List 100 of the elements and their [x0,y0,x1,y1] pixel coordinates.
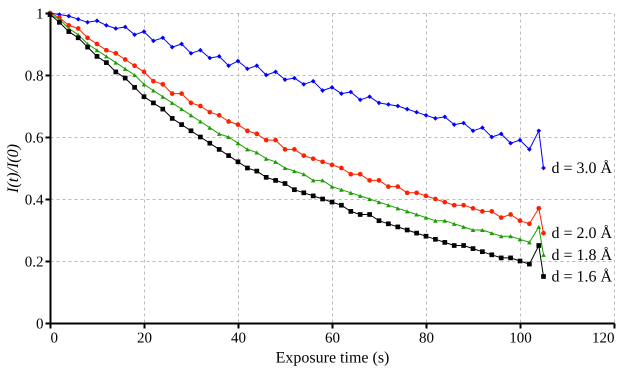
point [113,50,118,56]
point [151,88,156,93]
point [142,82,146,86]
point [527,240,532,244]
series-label: d = 3.0 Å [552,159,613,177]
point [236,159,240,164]
point [226,153,231,158]
point [198,48,203,53]
point [414,190,419,196]
point [273,138,278,142]
point [498,215,504,220]
point [170,116,175,121]
point [94,42,100,46]
y-tick-label: 0.4 [24,192,44,208]
point [301,82,306,87]
point [330,200,334,204]
point [480,209,485,214]
point [424,112,428,118]
point [264,174,269,180]
point [404,190,410,196]
point [142,70,146,74]
point [188,113,194,118]
point [424,234,428,239]
point [179,122,184,127]
point [245,147,250,152]
point [254,150,260,155]
point [207,126,212,130]
point [470,128,476,134]
point [367,94,372,100]
point [160,106,166,112]
series-label: d = 2.0 Å [552,224,613,242]
point [358,97,363,102]
point [216,132,222,136]
point [66,14,72,18]
point [376,100,382,106]
point [310,178,316,182]
point [541,230,546,236]
point [85,44,90,50]
point [76,35,81,40]
y-tick-label: 0 [36,316,44,332]
point [541,166,546,170]
point [508,256,513,260]
point [207,110,212,115]
point [216,54,222,59]
point [358,194,363,198]
point [282,77,288,82]
y-axis-title: I(t)/I(0) [4,144,22,194]
point [301,190,306,196]
point [94,54,100,59]
point [122,66,128,71]
x-tick-label: 0 [50,330,58,346]
point [498,256,504,260]
point [395,104,400,108]
point [339,91,344,96]
point [442,218,448,223]
point [104,60,109,65]
point [518,218,522,224]
point [216,147,222,152]
point [226,134,231,140]
series-label: d = 1.6 Å [552,268,613,286]
point [113,60,118,65]
point [57,20,62,25]
x-tick-label: 20 [137,330,152,346]
point [207,56,212,60]
point [245,66,250,72]
point [376,218,382,224]
point [330,162,334,168]
point [292,187,297,192]
point [358,212,363,217]
point [386,102,391,107]
point [94,18,100,24]
point [470,228,476,232]
point [122,24,128,30]
point [424,194,428,198]
point [151,78,156,84]
point [113,70,118,74]
x-tick-label: 40 [231,330,246,346]
point [66,29,72,34]
point [132,72,137,78]
point [527,147,532,152]
point [85,20,90,25]
point [404,228,410,232]
point [376,178,382,183]
point [376,200,382,204]
point [104,48,109,53]
point [498,132,504,136]
point [518,237,522,242]
point [198,104,203,108]
point [320,178,325,182]
point [414,110,419,115]
point [367,196,372,202]
point [348,209,354,214]
point [424,216,428,220]
point [536,206,542,211]
point [367,178,372,183]
point [489,252,494,258]
point [348,172,354,177]
point [273,160,278,164]
point [132,63,137,68]
y-tick-label: 0.6 [24,130,44,146]
